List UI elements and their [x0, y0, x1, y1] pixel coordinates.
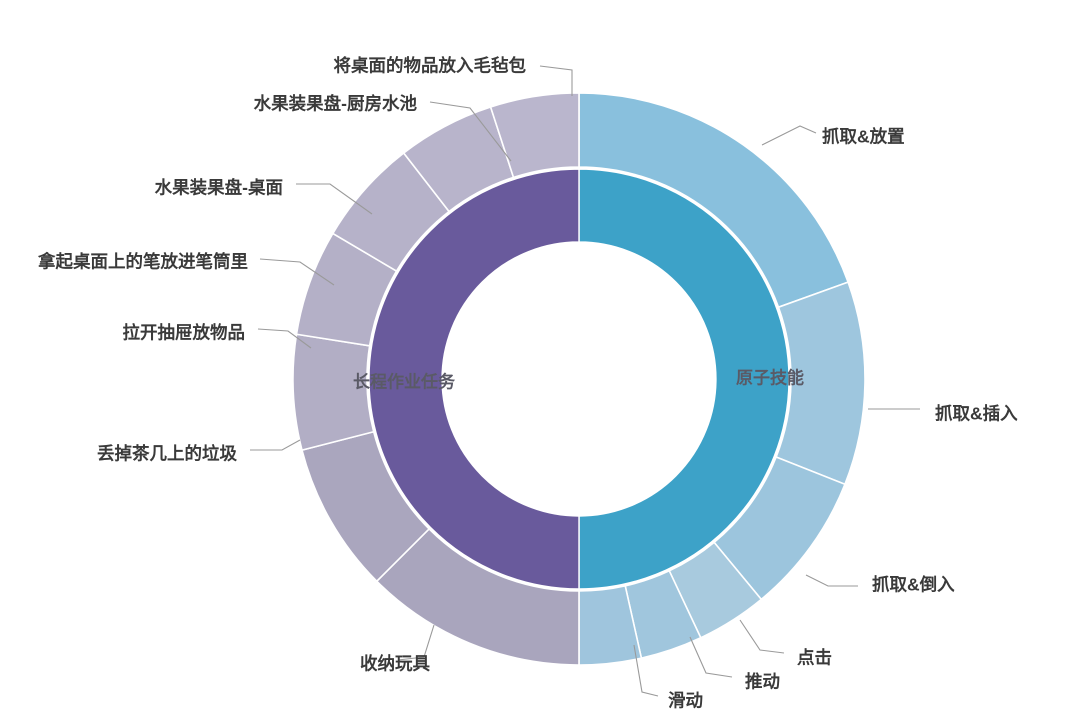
outer-segment-12[interactable]: [489, 92, 580, 179]
outer-label-5: 滑动: [668, 691, 703, 711]
inner-labels: 原子技能 长程作业任务: [353, 367, 804, 391]
outer-label-7: 丢掉茶几上的垃圾: [97, 444, 237, 464]
outer-label-4: 推动: [745, 672, 780, 692]
outer-label-8: 拉开抽屉放物品: [123, 323, 246, 343]
leader-line-4: [689, 636, 733, 678]
outer-label-6: 收纳玩具: [360, 654, 430, 674]
outer-segment-8[interactable]: [292, 333, 375, 452]
leader-lines: [250, 65, 920, 697]
inner-label-1: 长程作业任务: [353, 371, 456, 391]
leader-line-0: [761, 125, 817, 146]
leader-line-8: [257, 328, 312, 349]
leader-line-5: [633, 644, 659, 697]
leader-line-12: [539, 65, 573, 96]
outer-label-1: 抓取&插入: [935, 404, 1018, 424]
outer-label-2: 抓取&倒入: [872, 575, 955, 595]
inner-segment-1[interactable]: [368, 168, 580, 590]
outer-label-10: 水果装果盘-桌面: [155, 178, 283, 198]
outer-label-3: 点击: [797, 648, 832, 668]
outer-label-0: 抓取&放置: [822, 127, 905, 147]
leader-line-7: [250, 439, 301, 451]
inner-label-0: 原子技能: [736, 367, 804, 387]
outer-label-12: 将桌面的物品放入毛毡包: [334, 56, 527, 76]
outer-label-11: 水果装果盘-厨房水池: [254, 94, 418, 114]
leader-line-9: [259, 258, 335, 286]
leader-line-2: [805, 574, 858, 587]
inner-segment-0[interactable]: [578, 168, 790, 590]
inner-ring: [368, 168, 790, 590]
leader-line-11: [429, 101, 512, 162]
outer-ring: [292, 92, 866, 666]
outer-label-9: 拿起桌面上的笔放进笔筒里: [37, 252, 248, 272]
leader-line-6: [397, 624, 435, 661]
leader-line-10: [296, 183, 373, 215]
leader-line-3: [739, 619, 785, 654]
